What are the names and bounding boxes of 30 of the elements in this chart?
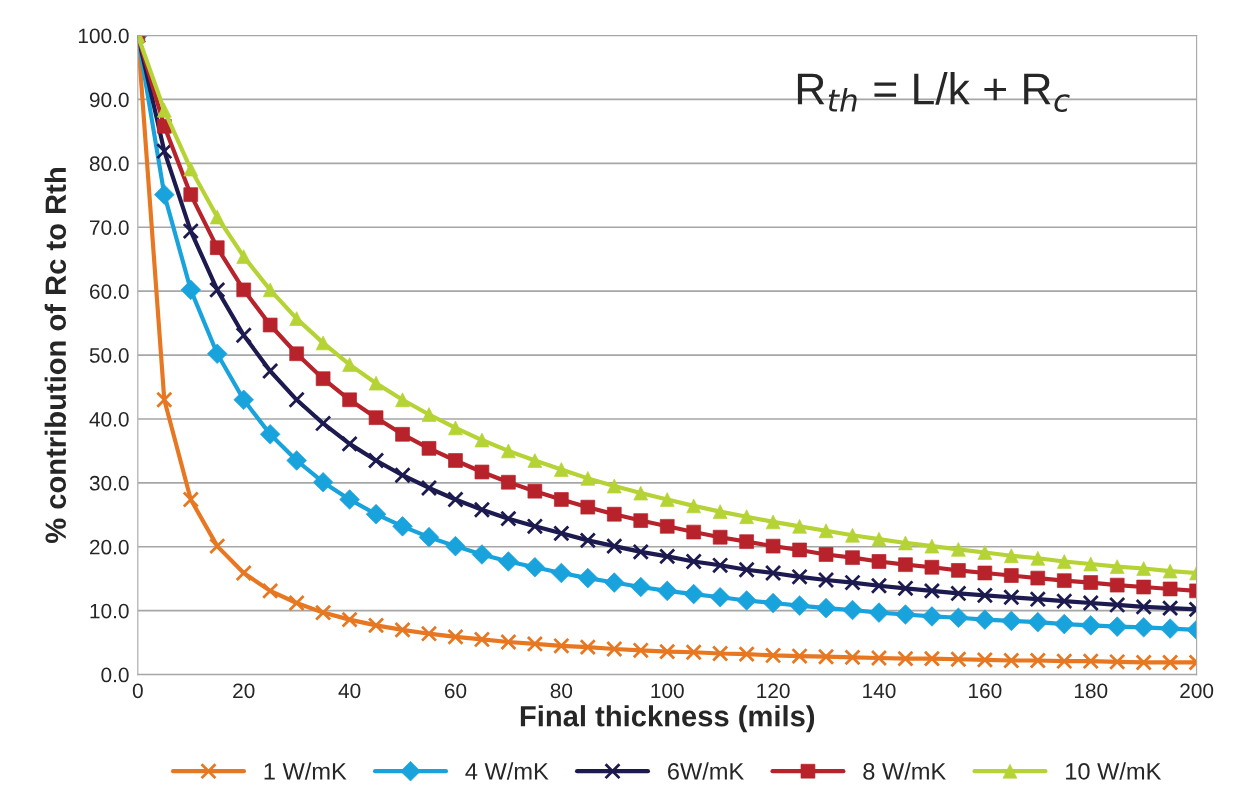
x-tick-label: 60 — [444, 683, 467, 699]
y-tick-label: 50.0 — [89, 348, 129, 363]
y-tick-label: 100.0 — [78, 28, 129, 44]
y-tick-label: 80.0 — [89, 156, 129, 172]
x-tick-label: 120 — [757, 683, 790, 699]
legend-label: 6W/mK — [668, 762, 744, 780]
x-tick-label: 200 — [1180, 683, 1214, 699]
x-tick-label: 160 — [969, 683, 1002, 699]
legend-label: 10 W/mK — [1066, 762, 1162, 780]
x-tick-label: 180 — [1074, 683, 1108, 699]
y-tick-label: 60.0 — [90, 284, 129, 299]
y-tick-label: 0.0 — [101, 667, 129, 683]
x-tick-label: 80 — [550, 683, 573, 699]
x-tick-label: 40 — [338, 683, 361, 699]
legend-label: 4 W/mK — [465, 762, 549, 780]
x-tick-label: 100 — [651, 683, 684, 699]
x-axis-title: Final thickness (mils) — [520, 705, 815, 733]
y-tick-label: 70.0 — [90, 220, 129, 235]
x-tick-label: 20 — [233, 683, 255, 699]
y-tick-label: 90.0 — [89, 92, 129, 108]
y-tick-label: 10.0 — [90, 603, 129, 619]
annotation: R$_{th}$ = L/k + R$_{c}$ — [797, 72, 1070, 113]
x-tick-label: 0 — [132, 683, 143, 699]
y-tick-label: 30.0 — [89, 475, 129, 491]
legend-label: 1 W/mK — [264, 762, 347, 780]
y-tick-label: 20.0 — [90, 539, 129, 555]
y-axis-title: % contribution of Rc to Rth — [44, 168, 67, 544]
legend-label: 8 W/mK — [863, 762, 946, 780]
y-tick-label: 40.0 — [89, 411, 129, 427]
x-tick-label: 140 — [863, 683, 896, 699]
